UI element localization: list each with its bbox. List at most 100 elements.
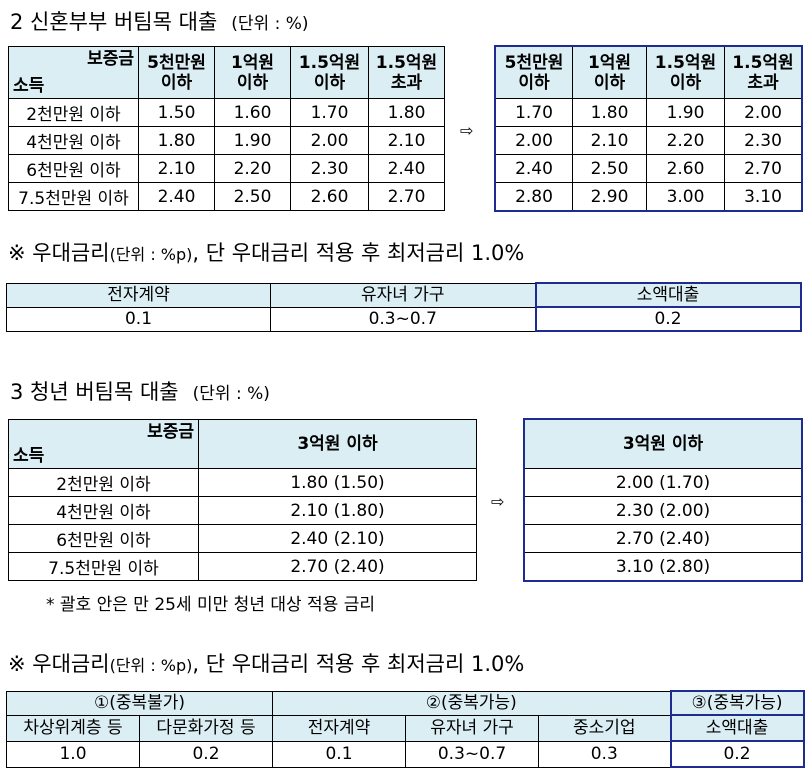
rate-cell: 1.80 (1.50) (198, 468, 477, 497)
section-3-title: 3 청년 버팀목 대출 (10, 380, 179, 404)
rate-cell: 1.80 (572, 98, 647, 127)
right-arrow-icon: ⇨ (460, 121, 474, 140)
col-header: 전자계약 (6, 282, 271, 308)
rate-cell: 1.70 (495, 98, 573, 127)
rate-cell: 2.60 (290, 182, 369, 211)
row-label: 6천만원 이하 (8, 524, 199, 553)
row-label: 2천만원 이하 (8, 98, 139, 127)
group-header: ③(중복가능) (669, 690, 805, 716)
preferential-rate-table-1: 전자계약 유자녀 가구 소액대출 0.1 0.3~0.7 0.2 (6, 282, 802, 332)
col-header: 1.5억원 이하 (290, 46, 369, 99)
row-label: 4천만원 이하 (8, 496, 199, 525)
table-row: 2천만원 이하 1.80 (1.50) (8, 468, 477, 497)
rate-cell: 2.10 (368, 126, 445, 155)
rate-cell: 2.60 (646, 154, 725, 183)
rate-cell: 2.30 (290, 154, 369, 183)
rate-cell: 2.40 (138, 182, 215, 211)
value-cell: 0.3 (538, 740, 672, 768)
table-row: 4천만원 이하 2.10 (1.80) (8, 496, 477, 525)
newlywed-rate-table-current: 보증금 소득 5천만원 이하 1억원 이하 1.5억원 이하 1.5억원 초과 2천만원… (8, 46, 445, 211)
rate-cell: 1.70 (290, 98, 369, 127)
table-corner-header: 보증금 소득 (8, 46, 139, 99)
rate-cell: 2.00 (1.70) (524, 468, 802, 497)
rate-cell: 2.00 (290, 126, 369, 155)
rate-cell: 2.10 (1.80) (198, 496, 477, 525)
rate-cell: 1.90 (646, 98, 725, 127)
rate-cell: 2.50 (214, 182, 291, 211)
col-header: 3억원 이하 (198, 419, 477, 469)
col-header: 1억원 이하 (214, 46, 291, 99)
value-cell: 1.0 (6, 740, 140, 768)
rate-cell: 2.20 (214, 154, 291, 183)
rate-cell: 2.50 (572, 154, 647, 183)
value-cell: 0.3~0.7 (405, 740, 540, 768)
col-header: 1.5억원 이하 (646, 46, 725, 99)
section-2-heading: 2 신혼부부 버팀목 대출 (단위 : %) (10, 6, 309, 36)
rate-cell: 2.10 (572, 126, 647, 155)
table-row: 2천만원 이하 1.50 1.60 1.70 1.80 (8, 98, 445, 127)
rate-cell: 2.70 (2.40) (524, 524, 802, 553)
rate-cell: 2.70 (724, 154, 802, 183)
col-header: 5천만원 이하 (138, 46, 215, 99)
col-header: 차상위계층 등 (6, 714, 140, 742)
rate-cell: 2.80 (495, 182, 573, 211)
right-arrow-icon: ⇨ (491, 492, 505, 511)
rate-cell: 2.30 (724, 126, 802, 155)
rate-cell: 3.10 (724, 182, 802, 211)
table-row: 2.80 2.90 3.00 3.10 (495, 182, 802, 211)
table-row: 7.5천만원 이하 2.70 (2.40) (8, 552, 477, 581)
col-header: 3억원 이하 (524, 419, 802, 469)
rate-cell: 1.60 (214, 98, 291, 127)
table-row: 6천만원 이하 2.10 2.20 2.30 2.40 (8, 154, 445, 183)
value-cell: 0.1 (272, 740, 407, 768)
income-label: 소득 (13, 76, 45, 96)
section-3-unit: (단위 : %) (192, 384, 270, 404)
rate-cell: 2.20 (646, 126, 725, 155)
note-title: ※ 우대금리 (8, 652, 110, 676)
value-cell: 0.1 (6, 306, 271, 332)
rate-cell: 3.10 (2.80) (524, 552, 802, 581)
youth-rate-table-current: 보증금 소득 3억원 이하 2천만원 이하 1.80 (1.50) 4천만원 이… (8, 419, 477, 581)
col-header: 유자녀 가구 (270, 282, 536, 308)
income-label: 소득 (13, 446, 45, 466)
note-tail: , 단 우대금리 적용 후 최저금리 1.0% (192, 652, 525, 676)
value-cell: 0.2 (669, 740, 805, 768)
table-row: 2.40 2.50 2.60 2.70 (495, 154, 802, 183)
table-row: 4천만원 이하 1.80 1.90 2.00 2.10 (8, 126, 445, 155)
rate-cell: 2.70 (368, 182, 445, 211)
group-header: ②(중복가능) (272, 690, 672, 716)
note-unit: (단위 : %p) (109, 245, 193, 264)
col-header: 소액대출 (534, 282, 802, 308)
row-label: 7.5천만원 이하 (8, 182, 139, 211)
col-header: 5천만원 이하 (495, 46, 573, 99)
table-row: 1.70 1.80 1.90 2.00 (495, 98, 802, 127)
rate-cell: 1.50 (138, 98, 215, 127)
value-cell: 0.3~0.7 (270, 306, 536, 332)
note-unit: (단위 : %p) (109, 656, 193, 675)
table-row: 6천만원 이하 2.40 (2.10) (8, 524, 477, 553)
value-cell: 0.2 (534, 306, 802, 332)
col-header: 유자녀 가구 (405, 714, 540, 742)
rate-cell: 1.80 (138, 126, 215, 155)
value-cell: 0.2 (138, 740, 274, 768)
rate-cell: 2.40 (2.10) (198, 524, 477, 553)
row-label: 2천만원 이하 (8, 468, 199, 497)
rate-cell: 2.30 (2.00) (524, 496, 802, 525)
preferential-rate-note: ※ 우대금리(단위 : %p), 단 우대금리 적용 후 최저금리 1.0% (8, 237, 524, 267)
table-row: 2.00 2.10 2.20 2.30 (495, 126, 802, 155)
rate-cell: 2.00 (724, 98, 802, 127)
preferential-rate-note: ※ 우대금리(단위 : %p), 단 우대금리 적용 후 최저금리 1.0% (8, 648, 524, 678)
col-header: 1.5억원 초과 (724, 46, 802, 99)
preferential-rate-table-2: ①(중복불가) ②(중복가능) ③(중복가능) 차상위계층 등 다문화가정 등 … (5, 690, 805, 768)
rate-cell: 3.00 (646, 182, 725, 211)
note-tail: , 단 우대금리 적용 후 최저금리 1.0% (192, 241, 525, 265)
section-2-unit: (단위 : %) (231, 14, 309, 34)
rate-cell: 1.80 (368, 98, 445, 127)
row-label: 6천만원 이하 (8, 154, 139, 183)
note-title: ※ 우대금리 (8, 241, 110, 265)
row-label: 7.5천만원 이하 (8, 552, 199, 581)
deposit-label: 보증금 (87, 49, 134, 69)
group-header: ①(중복불가) (5, 690, 274, 716)
col-header: 중소기업 (538, 714, 672, 742)
youth-rate-table-new: 3억원 이하 2.00 (1.70) 2.30 (2.00) 2.70 (2.4… (523, 418, 803, 582)
